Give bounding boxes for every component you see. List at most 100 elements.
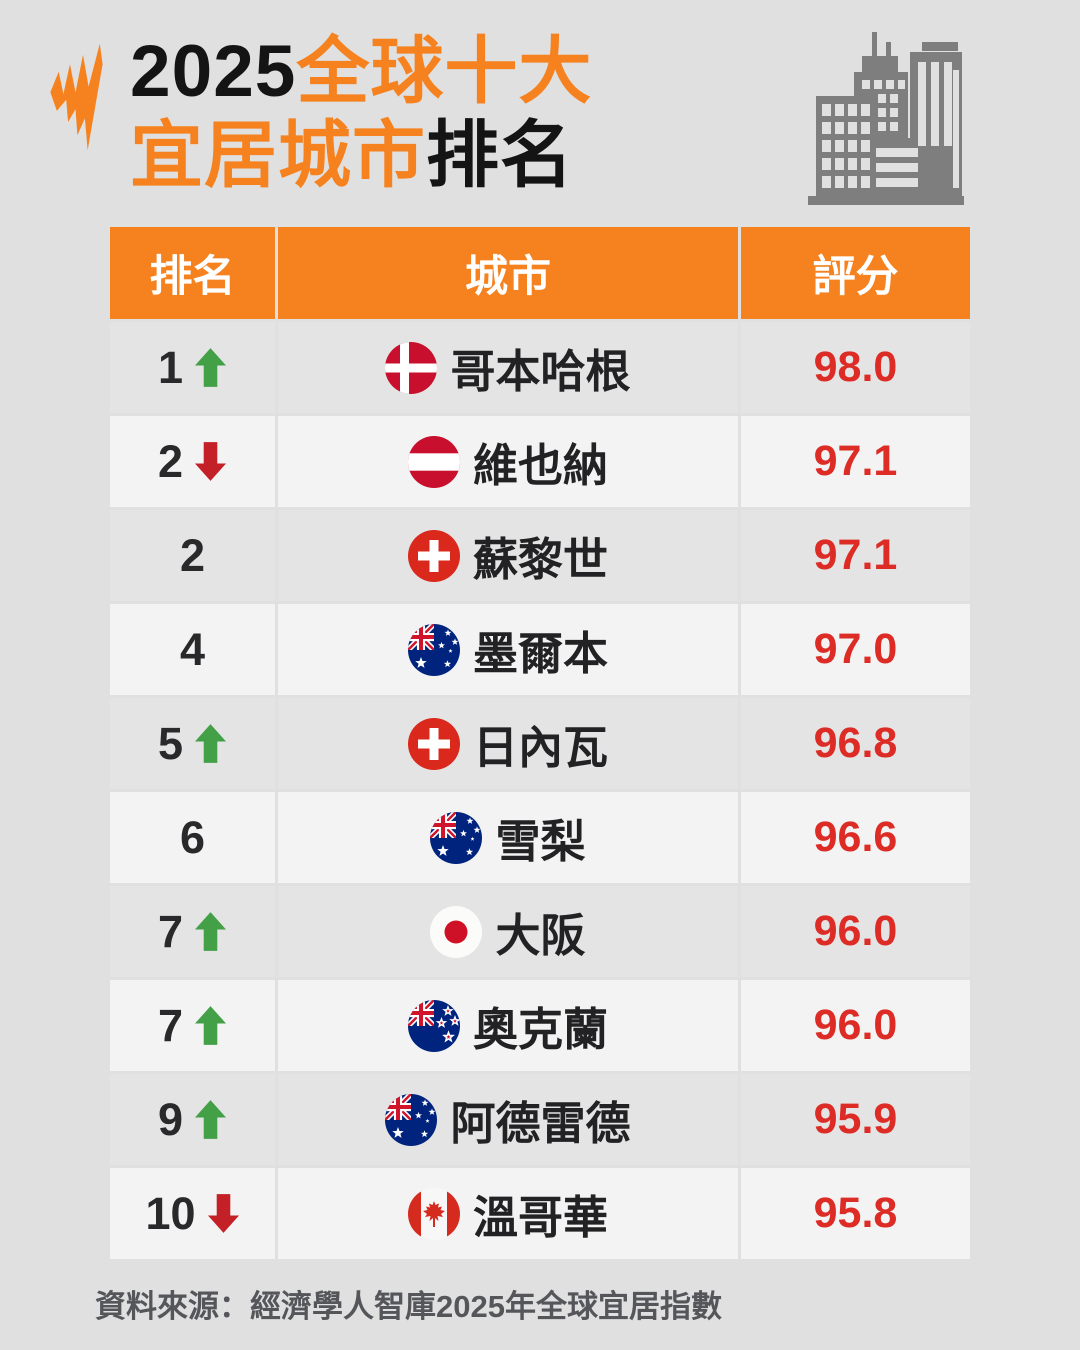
rank-cell: 4 — [110, 604, 275, 695]
score-value: 97.1 — [813, 437, 898, 485]
title-line-1: 2025全球十大 — [130, 30, 592, 114]
rank-value: 6 — [179, 811, 206, 863]
score-cell: 95.9 — [741, 1074, 970, 1165]
city-name: 奧克蘭 — [472, 1004, 608, 1055]
header-score: 評分 — [741, 227, 970, 319]
city-name: 蘇黎世 — [472, 534, 608, 585]
japan-flag-icon — [430, 905, 483, 958]
australia-flag-icon — [385, 1093, 438, 1146]
table-row: 1 哥本哈根 98.0 — [110, 322, 970, 413]
rank-value: 7 — [157, 999, 184, 1051]
sbs-logo-icon — [38, 40, 128, 152]
score-value: 97.0 — [813, 625, 898, 673]
city-cell: 阿德雷德 — [278, 1074, 738, 1165]
city-name: 雪梨 — [495, 816, 586, 867]
city-name: 日內瓦 — [472, 722, 608, 773]
score-value: 95.8 — [813, 1189, 898, 1237]
new-zealand-flag-icon — [407, 999, 460, 1052]
score-value: 98.0 — [813, 343, 898, 391]
city-name: 哥本哈根 — [450, 346, 631, 397]
rank-value: 2 — [157, 435, 184, 487]
table-header-row: 排名 城市 評分 — [110, 227, 970, 319]
canada-flag-icon — [407, 1187, 460, 1240]
rank-value: 5 — [157, 717, 184, 769]
score-cell: 95.8 — [741, 1168, 970, 1259]
rank-cell: 5 — [110, 698, 275, 789]
score-cell: 98.0 — [741, 322, 970, 413]
city-name: 溫哥華 — [472, 1192, 608, 1243]
rank-up-icon — [194, 724, 227, 763]
score-cell: 97.0 — [741, 604, 970, 695]
header-rank: 排名 — [110, 227, 275, 319]
score-cell: 96.0 — [741, 980, 970, 1071]
score-value: 95.9 — [813, 1095, 898, 1143]
rank-up-icon — [194, 1006, 227, 1045]
table-row: 10 溫哥華 95.8 — [110, 1168, 970, 1259]
city-cell: 蘇黎世 — [278, 510, 738, 601]
australia-flag-icon — [430, 811, 483, 864]
page-title: 2025全球十大 宜居城市排名 — [130, 30, 592, 198]
table-row: 6 雪梨 96.6 — [110, 792, 970, 883]
score-cell: 96.0 — [741, 886, 970, 977]
rank-value: 10 — [145, 1187, 196, 1239]
score-value: 96.8 — [813, 719, 898, 767]
score-cell: 96.6 — [741, 792, 970, 883]
rank-cell: 7 — [110, 886, 275, 977]
score-value: 96.6 — [813, 813, 898, 861]
score-cell: 96.8 — [741, 698, 970, 789]
table-row: 5 日內瓦 96.8 — [110, 698, 970, 789]
rank-up-icon — [194, 912, 227, 951]
table-row: 4 墨爾本 97.0 — [110, 604, 970, 695]
city-cell: 墨爾本 — [278, 604, 738, 695]
city-buildings-icon — [806, 30, 966, 213]
header-city: 城市 — [278, 227, 738, 319]
rank-up-icon — [194, 348, 227, 387]
rank-value: 1 — [157, 341, 184, 393]
score-cell: 97.1 — [741, 510, 970, 601]
score-value: 96.0 — [813, 1001, 898, 1049]
score-cell: 97.1 — [741, 416, 970, 507]
city-name: 墨爾本 — [472, 628, 608, 679]
rank-value: 7 — [157, 905, 184, 957]
title-line1-orange: 全球十大 — [296, 31, 593, 112]
table-row: 2 維也納 97.1 — [110, 416, 970, 507]
data-source-note: 資料來源：經濟學人智庫2025年全球宜居指數 — [95, 1289, 722, 1324]
rank-value: 2 — [179, 529, 206, 581]
rank-cell: 2 — [110, 510, 275, 601]
city-name: 阿德雷德 — [450, 1098, 631, 1149]
score-value: 97.1 — [813, 531, 898, 579]
city-cell: 雪梨 — [278, 792, 738, 883]
rank-cell: 1 — [110, 322, 275, 413]
switzerland-flag-icon — [407, 529, 460, 582]
rank-cell: 2 — [110, 416, 275, 507]
rank-cell: 7 — [110, 980, 275, 1071]
city-name: 維也納 — [472, 440, 608, 491]
table-row: 9 阿德雷德 95.9 — [110, 1074, 970, 1165]
title-line-2: 宜居城市排名 — [130, 114, 592, 198]
livability-ranking-table: 排名 城市 評分 1 哥本哈根 98.0 2 — [110, 227, 970, 1259]
australia-flag-icon — [407, 623, 460, 676]
city-cell: 奧克蘭 — [278, 980, 738, 1071]
rank-down-icon — [194, 442, 227, 481]
table-row: 7 大阪 96.0 — [110, 886, 970, 977]
rank-value: 9 — [157, 1093, 184, 1145]
austria-flag-icon — [407, 435, 460, 488]
city-cell: 日內瓦 — [278, 698, 738, 789]
rank-down-icon — [207, 1194, 239, 1233]
rank-cell: 6 — [110, 792, 275, 883]
city-cell: 大阪 — [278, 886, 738, 977]
title-line2-black: 排名 — [426, 115, 574, 196]
switzerland-flag-icon — [407, 717, 460, 770]
city-cell: 哥本哈根 — [278, 322, 738, 413]
table-row: 7 奧克蘭 96.0 — [110, 980, 970, 1071]
denmark-flag-icon — [385, 341, 438, 394]
city-name: 大阪 — [495, 910, 586, 961]
title-line2-orange: 宜居城市 — [130, 115, 426, 196]
rank-up-icon — [194, 1100, 227, 1139]
city-cell: 維也納 — [278, 416, 738, 507]
rank-cell: 10 — [110, 1168, 275, 1259]
table-row: 2 蘇黎世 97.1 — [110, 510, 970, 601]
title-year: 2025 — [130, 31, 297, 112]
rank-cell: 9 — [110, 1074, 275, 1165]
score-value: 96.0 — [813, 907, 898, 955]
